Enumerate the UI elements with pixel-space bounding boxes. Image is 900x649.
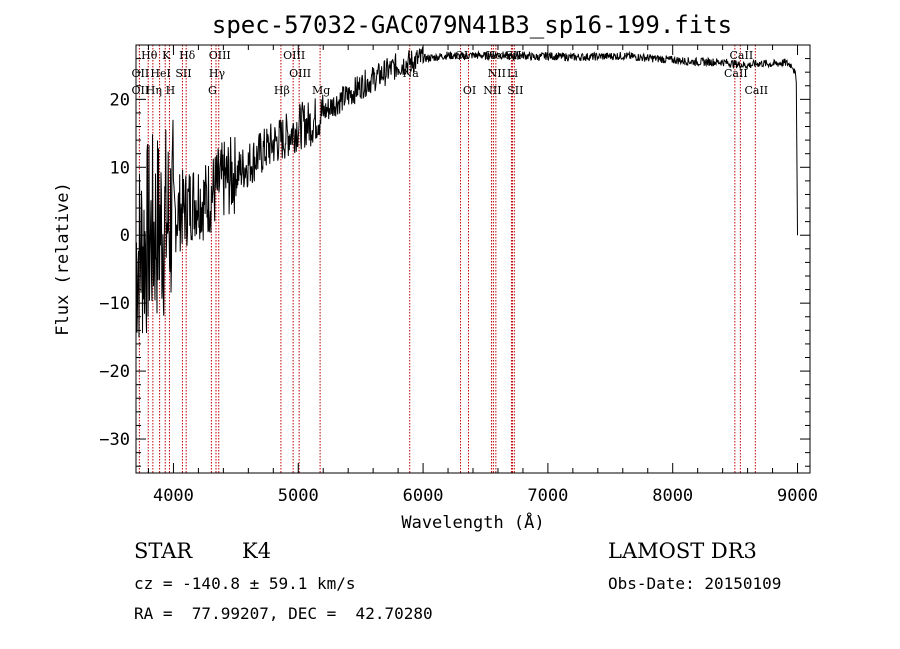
ref-line-label-15: NII xyxy=(488,67,506,80)
ref-line-label-19: Hη xyxy=(146,84,162,97)
y-tick-label-5: 20 xyxy=(110,90,130,110)
ref-line-label-13: OIII xyxy=(289,67,311,80)
ref-line-label-2: Hδ xyxy=(179,49,196,62)
ref-line-label-8: CaII xyxy=(730,49,754,62)
observation-date: Obs-Date: 20150109 xyxy=(608,574,782,593)
reference-lines xyxy=(138,45,756,473)
ref-line-label-9: OII xyxy=(132,67,150,80)
ref-line-label-14: Na xyxy=(403,67,420,80)
ref-line-label-17: CaII xyxy=(724,67,748,80)
x-tick-label-5: 9000 xyxy=(777,486,818,506)
ref-line-label-11: SII xyxy=(175,67,191,80)
x-tick-label-1: 5000 xyxy=(278,486,319,506)
ref-line-label-24: OI xyxy=(463,84,476,97)
ref-line-label-22: Hβ xyxy=(274,84,290,97)
ref-line-label-25: NII xyxy=(483,84,501,97)
y-tick-label-4: 10 xyxy=(110,158,130,178)
ref-line-label-4: OIII xyxy=(283,49,305,62)
y-tick-label-0: −30 xyxy=(99,430,130,450)
x-axis-ticks: 4000 5000 6000 7000 8000 9000 xyxy=(147,45,818,506)
ref-line-label-12: Hγ xyxy=(209,67,226,80)
ref-line-label-26: SII xyxy=(507,84,523,97)
ref-line-label-16: Li xyxy=(507,67,518,80)
redshift-velocity: cz = -140.8 ± 59.1 km/s xyxy=(134,574,356,593)
flux-series-line xyxy=(135,46,798,338)
y-axis-label: Flux (relative) xyxy=(53,182,73,336)
y-tick-label-1: −20 xyxy=(99,362,130,382)
y-tick-label-3: 0 xyxy=(120,226,130,246)
chart-title: spec-57032-GAC079N41B3_sp16-199.fits xyxy=(212,11,732,39)
x-tick-label-0: 4000 xyxy=(153,486,194,506)
y-axis-ticks: −30 −20 −10 0 10 20 xyxy=(99,44,810,467)
ref-line-label-21: G xyxy=(208,84,217,97)
x-tick-label-4: 8000 xyxy=(652,486,693,506)
x-axis-label: Wavelength (Å) xyxy=(401,511,544,533)
x-tick-label-3: 7000 xyxy=(527,486,568,506)
ref-line-label-0: Hθ xyxy=(141,49,158,62)
coordinates: RA = 77.99207, DEC = 42.70280 xyxy=(134,604,433,623)
ref-line-label-23: Mg xyxy=(312,84,330,97)
ref-line-label-27: CaII xyxy=(744,84,768,97)
ref-line-label-3: OIII xyxy=(209,49,231,62)
x-tick-label-2: 6000 xyxy=(403,486,444,506)
y-tick-label-2: −10 xyxy=(99,294,130,314)
ref-line-label-20: H xyxy=(166,84,176,97)
plot-frame xyxy=(135,44,811,474)
ref-line-label-1: K xyxy=(162,49,171,62)
object-class: STAR xyxy=(134,539,193,563)
object-subclass: K4 xyxy=(242,539,272,563)
survey-name: LAMOST DR3 xyxy=(608,539,757,563)
ref-line-label-10: HeI xyxy=(150,67,170,80)
